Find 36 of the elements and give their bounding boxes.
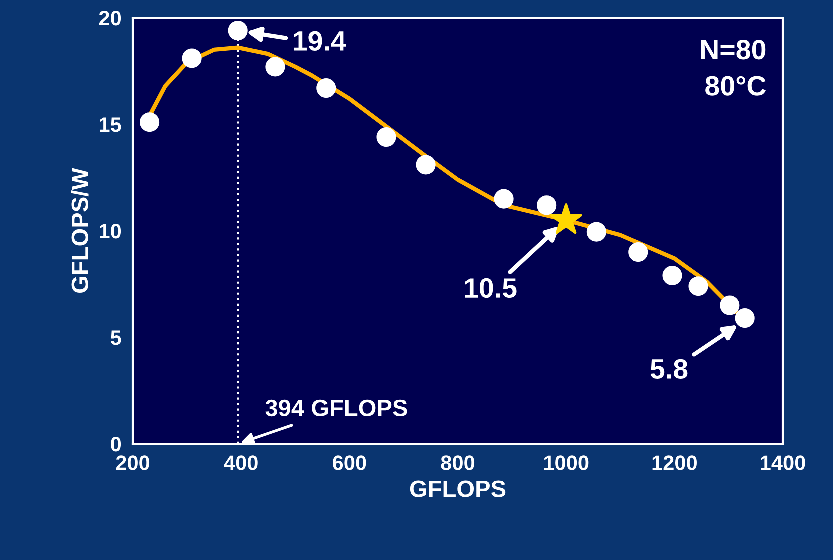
point <box>316 78 336 98</box>
point <box>494 189 514 209</box>
point <box>662 266 682 286</box>
point <box>720 296 740 316</box>
point <box>376 128 396 148</box>
y-tick-label: 5 <box>110 330 122 346</box>
point <box>735 308 755 328</box>
point <box>416 155 436 175</box>
point <box>228 21 248 41</box>
point <box>537 196 557 216</box>
annotation: 80°C <box>706 76 766 96</box>
point <box>182 48 202 68</box>
annotation: 19.4 <box>294 31 346 52</box>
annotation: 5.8 <box>650 359 688 380</box>
x-tick-label: 1200 <box>652 456 697 470</box>
x-tick-label: 400 <box>224 456 258 470</box>
x-tick-label: 200 <box>116 456 150 470</box>
point <box>688 276 708 296</box>
ref-line-label: 394 GFLOPS <box>266 400 408 417</box>
point <box>266 57 286 77</box>
point <box>586 222 606 242</box>
x-axis-title: GFLOPS <box>410 480 506 498</box>
annotation: 10.5 <box>465 278 517 298</box>
point <box>628 242 648 262</box>
point <box>140 112 160 132</box>
y-tick-label: 15 <box>100 118 122 132</box>
y-tick-label: 0 <box>111 437 122 452</box>
annotation: N=80 <box>701 40 766 60</box>
x-tick-label: 600 <box>333 456 366 470</box>
y-axis-title: GFLOPS/W <box>71 168 89 293</box>
point <box>550 204 582 234</box>
x-tick-label: 1000 <box>544 456 589 470</box>
y-tick-label: 20 <box>99 11 122 26</box>
x-tick-label: 800 <box>441 456 475 470</box>
y-tick-label: 10 <box>100 224 122 239</box>
x-tick-label: 1400 <box>761 456 806 470</box>
